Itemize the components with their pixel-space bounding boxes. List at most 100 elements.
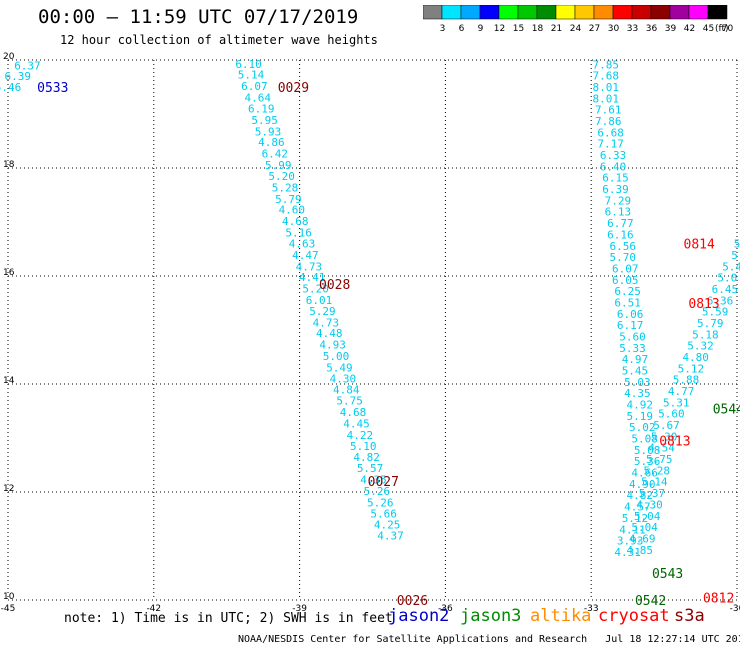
- data-point: 5.88: [673, 374, 700, 387]
- y-tick-label: 20: [3, 52, 15, 62]
- data-point: 5.49: [326, 361, 353, 374]
- data-point: 4.85: [627, 544, 654, 557]
- data-point: 4.37: [377, 530, 404, 543]
- page-subtitle: 12 hour collection of altimeter wave hei…: [60, 33, 378, 47]
- data-point: 5.66: [370, 508, 397, 521]
- pass-time-label: 0544: [713, 402, 740, 417]
- data-point: 6.07: [241, 80, 268, 93]
- y-tick-label: 18: [3, 160, 15, 170]
- data-point: 5.31: [663, 396, 690, 409]
- pass-time-label: 0026: [397, 594, 428, 609]
- data-point: 5.26: [367, 496, 394, 509]
- data-point: 5.04: [634, 510, 661, 523]
- data-point: 5.12: [622, 512, 649, 525]
- data-point: 5.75: [646, 453, 673, 466]
- x-tick-label: -39: [292, 604, 307, 614]
- data-point: 5.70: [610, 251, 637, 264]
- page-title: 00:00 – 11:59 UTC 07/17/2019: [38, 6, 359, 28]
- data-point: 4.68: [340, 406, 367, 419]
- data-point: 5: [734, 238, 740, 251]
- data-point: 5.03: [624, 376, 651, 389]
- data-point: 6.68: [597, 126, 624, 139]
- data-point: 6.36: [707, 294, 734, 307]
- data-point: 4.68: [282, 215, 309, 228]
- data-point: 5.79: [697, 317, 724, 330]
- x-tick-label: -33: [584, 604, 599, 614]
- pass-time-label: 0533: [37, 81, 68, 96]
- x-tick-label: -42: [146, 604, 161, 614]
- data-point: 6.40: [600, 160, 627, 173]
- data-point: 6.39: [4, 70, 31, 83]
- colorbar-label: 18: [532, 24, 544, 33]
- data-point: 5.19: [627, 410, 654, 423]
- colorbar-label: 3: [440, 24, 446, 33]
- data-point: 5.14: [641, 476, 668, 489]
- data-point: 5.20: [302, 282, 329, 295]
- data-point: 5.45: [622, 365, 649, 378]
- data-point: 7.68: [593, 70, 620, 83]
- data-point: 5.0: [717, 272, 737, 285]
- data-point: 3.93: [617, 535, 644, 548]
- data-point: 6.10: [235, 58, 262, 71]
- data-point: 4.82: [627, 489, 654, 502]
- legend-s3a: s3a: [674, 606, 705, 626]
- data-point: 4.77: [668, 385, 695, 398]
- data-point: 7.29: [605, 194, 632, 207]
- colorbar-swatch: [707, 5, 728, 20]
- data-point: 6.13: [605, 206, 632, 219]
- y-tick-label: 10: [3, 592, 15, 602]
- data-point: 5.46: [0, 81, 21, 94]
- data-point: 5.4: [722, 260, 740, 273]
- colorbar-label: 30: [608, 24, 620, 33]
- data-point: 5.08: [631, 433, 658, 446]
- data-point: 4.92: [627, 399, 654, 412]
- y-tick-label: 14: [3, 376, 15, 386]
- pass-time-label: 0028: [319, 278, 350, 293]
- data-point: 5.10: [350, 440, 377, 453]
- colorbar-label: 45: [703, 24, 714, 33]
- data-point: 5.60: [658, 408, 685, 421]
- data-point: 6.56: [610, 240, 637, 253]
- pass-time-label: 0029: [278, 81, 309, 96]
- data-point: 4.93: [319, 339, 346, 352]
- data-point: 5.08: [634, 444, 661, 457]
- data-point: 5.59: [702, 306, 729, 319]
- data-point: 7.85: [593, 58, 620, 71]
- pass-time-label: 0813: [688, 297, 719, 312]
- data-point: 5.02: [629, 421, 656, 434]
- colorbar-label: 6: [459, 24, 465, 33]
- data-point: 4.45: [343, 417, 370, 430]
- data-point: 5.99: [265, 159, 292, 172]
- legend-cryosat: cryosat: [598, 606, 670, 626]
- x-tick-label: -36: [438, 604, 453, 614]
- data-point: 6.06: [617, 308, 644, 321]
- data-point: 6.25: [614, 285, 641, 298]
- data-point: 7.86: [595, 115, 622, 128]
- data-point: 8.01: [593, 92, 620, 105]
- data-point: 5.04: [631, 521, 658, 534]
- colorbar-label: 12: [494, 24, 505, 33]
- data-point: 4.41: [299, 271, 326, 284]
- data-point: 7.17: [597, 138, 624, 151]
- data-point: 4.63: [289, 238, 316, 251]
- data-point: 4.82: [353, 451, 380, 464]
- data-point: 6.16: [607, 228, 634, 241]
- color-scale-legend: 3 6 9 12 15 18 21 24 27 30 33 36 39 42 45 70(ft): [423, 5, 733, 33]
- data-point: 4.35: [624, 387, 651, 400]
- data-point: 4.69: [629, 532, 656, 545]
- data-point: 4.80: [682, 351, 709, 364]
- colorbar-label: 15: [513, 24, 524, 33]
- credit-line: NOAA/NESDIS Center for Satellite Applica…: [238, 634, 740, 645]
- data-point: 5.57: [357, 462, 384, 475]
- data-point: 4.73: [313, 316, 340, 329]
- data-point: 4.90: [629, 478, 656, 491]
- x-tick-label: -45: [1, 604, 16, 614]
- data-point: 6.77: [607, 217, 634, 230]
- data-point: 7.61: [595, 104, 622, 117]
- legend-jason2: jason2: [388, 606, 450, 626]
- data-point: 5.32: [687, 340, 714, 353]
- y-tick-label: 12: [3, 484, 14, 494]
- data-point: 6.15: [602, 172, 629, 185]
- data-point: 4.57: [624, 501, 651, 514]
